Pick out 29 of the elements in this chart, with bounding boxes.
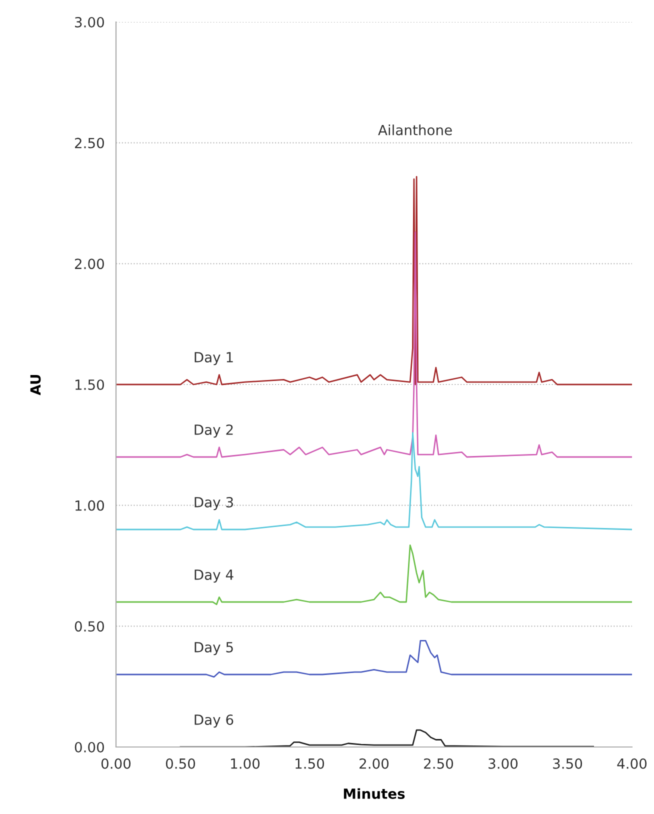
y-tick-label: 1.50 — [75, 379, 104, 390]
x-tick-label: 0.50 — [166, 758, 196, 769]
x-tick-label: 3.00 — [488, 758, 518, 769]
series-label: Day 1 — [194, 352, 233, 366]
x-tick-label: 1.00 — [231, 758, 260, 769]
x-tick-label: 1.50 — [296, 758, 324, 769]
annotation: Ailanthone — [378, 124, 452, 136]
x-tick-label: 3.50 — [553, 758, 582, 769]
y-tick-label: 0.50 — [74, 621, 104, 632]
series-label: Day 4 — [194, 570, 234, 583]
line-series — [116, 640, 632, 678]
series-label: Day 5 — [194, 642, 233, 656]
x-tick-label: 2.00 — [360, 758, 389, 769]
y-tick-label: 2.50 — [74, 138, 104, 148]
series-label: Day 2 — [194, 424, 233, 438]
x-axis-title: Minutes — [344, 788, 405, 799]
y-tick-label: 1.00 — [75, 500, 104, 511]
x-tick-label: 2.50 — [424, 758, 454, 769]
y-axis-title: AU — [30, 374, 41, 396]
line-series — [116, 544, 632, 606]
line-series — [116, 176, 632, 386]
y-tick-label: 3.00 — [75, 16, 104, 28]
series-label: Day 6 — [194, 714, 234, 728]
y-tick-label: 2.00 — [74, 258, 104, 270]
x-tick-label: 4.00 — [617, 758, 647, 769]
x-tick-label: 0.00 — [101, 758, 131, 769]
series-label: Day 3 — [194, 496, 233, 510]
y-tick-label: 0.00 — [74, 742, 104, 752]
line-series — [116, 232, 632, 458]
